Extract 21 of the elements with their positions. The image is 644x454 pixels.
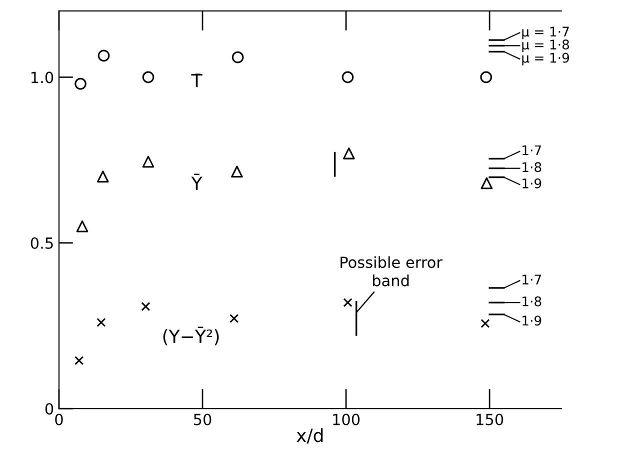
legend-label: 1·8 [522,162,542,172]
series-label: Ȳ [191,174,202,190]
legend-label: 1·7 [522,274,541,284]
legend-label: μ = 1·7 [522,26,569,40]
x-tick-label: 50 [194,414,212,426]
y-tick-label: 0.5 [30,237,53,249]
annotation: Possible error band [340,256,442,286]
legend-label: μ = 1·9 [522,52,570,66]
x-tick-label: 100 [333,414,360,426]
y-tick-label: 1.0 [32,72,54,84]
legend-label: 1·9 [522,316,542,326]
legend-label: 1·7 [522,145,541,156]
y-tick-label: 0 [45,403,54,415]
series-label: (Y−Ȳ²) [163,326,219,346]
x-tick-label: 150 [476,414,504,426]
legend-label: 1·8 [522,296,542,306]
x-axis-title: x/d [296,428,323,444]
legend-label: 1·9 [522,178,542,188]
x-tick-label: 0 [55,414,63,426]
legend-label: μ = 1·8 [522,40,570,52]
series-label: T̄ [191,74,202,88]
